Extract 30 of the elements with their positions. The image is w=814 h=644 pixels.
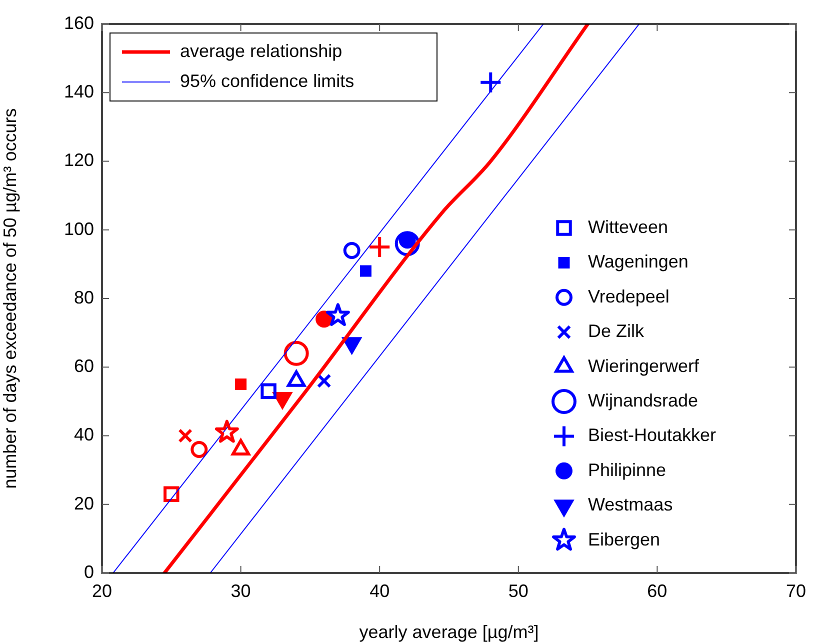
y-tick-label: 40 (74, 424, 94, 445)
y-tick-label: 160 (64, 12, 94, 33)
legend-label: Wageningen (588, 252, 688, 272)
legend-label: Eibergen (588, 529, 660, 550)
legend-label: Witteveen (588, 216, 668, 237)
legend-label: De Zilk (588, 321, 646, 342)
y-tick-label: 0 (84, 562, 94, 582)
legend-label: Wieringerwerf (588, 356, 700, 376)
line-series (162, 24, 590, 573)
legend-label: Vredepeel (588, 286, 670, 306)
y-tick-label: 60 (74, 356, 94, 376)
y-tick-label: 140 (64, 82, 94, 102)
x-axis-title: yearly average [µg/m³] (359, 622, 539, 642)
y-tick-label: 100 (64, 218, 94, 239)
y-axis-title: number of days exceedance of 50 µg/m³ occurs (0, 108, 20, 489)
x-tick-label: 40 (370, 580, 390, 601)
legend-label: Philipinne (588, 460, 666, 480)
legend-label: Westmaas (588, 494, 673, 515)
x-tick-label: 20 (92, 580, 112, 601)
legend-label: Wijnandsrade (588, 390, 698, 410)
legend-label: Biest-Houtakker (588, 425, 716, 446)
y-tick-label: 120 (64, 150, 94, 170)
x-tick-label: 30 (230, 580, 251, 601)
y-tick-label: 80 (74, 287, 94, 308)
x-tick-label: 60 (647, 580, 668, 601)
y-tick-label: 20 (74, 493, 94, 514)
legend-label: 95% confidence limits (180, 70, 354, 91)
x-tick-label: 50 (508, 580, 528, 601)
x-tick-label: 70 (786, 580, 806, 601)
legend-label: average relationship (180, 40, 342, 61)
